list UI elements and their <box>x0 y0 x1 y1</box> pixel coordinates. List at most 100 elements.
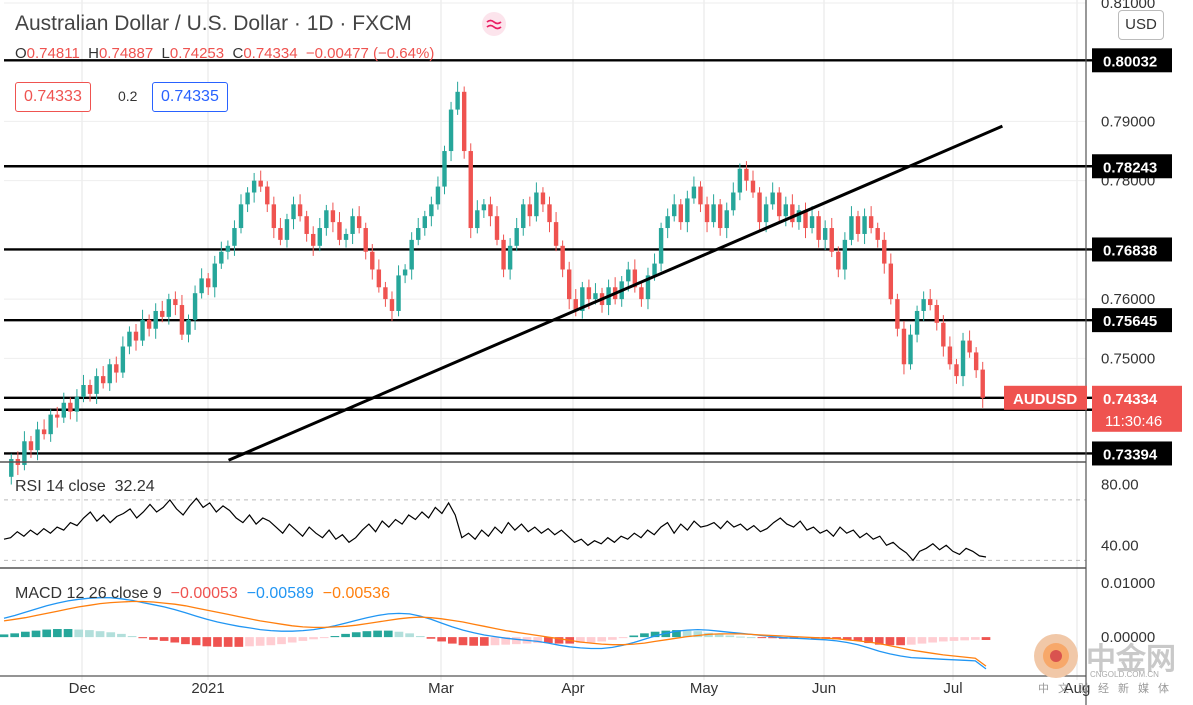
candle <box>448 109 454 152</box>
macd-histogram-bar <box>117 633 126 638</box>
candle <box>41 429 47 435</box>
rsi-legend: RSI 14 close 32.24 <box>15 478 155 495</box>
candle <box>28 441 34 451</box>
candle <box>639 287 644 300</box>
candle <box>416 228 421 240</box>
spread-value: 0.2 <box>118 88 138 104</box>
candle <box>317 228 322 246</box>
candle <box>967 340 972 353</box>
candle <box>973 352 979 371</box>
candle <box>461 91 467 152</box>
macd-histogram-bar <box>138 637 148 639</box>
macd-tick-label: 0.00000 <box>1101 629 1155 646</box>
candle <box>61 402 66 418</box>
macd-histogram-bar <box>533 637 543 644</box>
candle <box>790 204 795 223</box>
signal-line <box>3 600 987 667</box>
candle <box>94 376 99 394</box>
candle <box>724 210 729 229</box>
candle <box>796 210 802 223</box>
candle <box>882 239 887 264</box>
candle <box>809 216 815 229</box>
macd-histogram-bar <box>309 637 318 640</box>
candle <box>107 364 112 384</box>
trendline-segment <box>227 124 1003 462</box>
candle <box>475 210 480 229</box>
macd-histogram-bar <box>330 636 340 638</box>
price-tick-label: 0.76000 <box>1101 291 1155 308</box>
level-price-tag <box>1092 441 1172 466</box>
candle <box>947 346 953 365</box>
candle <box>665 216 670 229</box>
candle <box>389 299 395 311</box>
macd-histogram-bar <box>319 637 329 639</box>
candle <box>901 328 907 365</box>
macd-histogram-bar <box>629 635 639 638</box>
macd-histogram-bar <box>213 637 222 647</box>
macd-histogram-bar <box>800 637 809 639</box>
candle <box>258 180 263 187</box>
candle <box>337 222 342 240</box>
candle <box>908 334 913 365</box>
candle <box>48 414 53 435</box>
sell-button[interactable]: 0.74333 <box>15 82 91 112</box>
currency-button[interactable]: USD <box>1118 10 1164 40</box>
candle <box>238 204 244 229</box>
macd-histogram-bar <box>576 637 585 644</box>
macd-histogram-bar <box>0 634 9 638</box>
level-price-tag <box>1092 237 1172 262</box>
candle <box>396 275 401 311</box>
level-price-tag <box>1092 48 1172 73</box>
candle <box>297 204 303 217</box>
level-price-label: 0.78243 <box>1103 159 1157 176</box>
trendline[interactable] <box>227 124 1003 462</box>
macd-histogram-bar <box>266 637 276 646</box>
macd-histogram-bar <box>426 637 436 639</box>
buy-button[interactable]: 0.74335 <box>152 82 228 112</box>
macd-histogram-bar <box>63 629 73 638</box>
candle <box>173 299 178 306</box>
macd-histogram-bar <box>223 637 233 647</box>
candle <box>74 396 80 412</box>
candle <box>960 340 966 377</box>
candle <box>186 319 191 335</box>
candle <box>402 269 408 276</box>
indicator-toggle-icon[interactable] <box>480 11 508 37</box>
candle <box>212 263 217 288</box>
macd-histogram-bar <box>906 637 916 645</box>
macd-histogram-bar <box>949 637 959 641</box>
candle <box>376 269 382 288</box>
candle <box>22 441 27 465</box>
macd-histogram-bar <box>938 637 948 642</box>
candle <box>199 278 204 294</box>
candle <box>803 210 808 229</box>
candle <box>763 204 769 223</box>
macd-histogram-bar <box>159 637 169 641</box>
macd-histogram-bar <box>725 635 735 638</box>
macd-histogram-bar <box>640 633 649 638</box>
candle <box>488 204 493 217</box>
candle <box>205 278 211 288</box>
macd-histogram-bar <box>928 637 937 643</box>
candle <box>133 331 139 341</box>
candle <box>842 239 848 270</box>
macd-histogram-bar <box>341 633 350 638</box>
macd-histogram-bar <box>298 637 308 641</box>
current-price-label: 0.74334 <box>1103 391 1158 408</box>
macd-histogram-bar <box>608 637 617 640</box>
macd-histogram-bar <box>447 637 457 644</box>
price-tick-label: 0.75000 <box>1101 350 1155 367</box>
macd-histogram-bar <box>255 637 265 646</box>
candle <box>409 239 414 270</box>
candle <box>540 192 546 205</box>
macd-histogram-bar <box>970 637 980 640</box>
candle <box>645 275 651 300</box>
candle <box>114 364 119 373</box>
candle <box>711 204 716 223</box>
candle <box>593 293 598 300</box>
level-price-label: 0.80032 <box>1103 53 1157 70</box>
candle <box>219 251 224 264</box>
rsi-tick-label: 40.00 <box>1101 537 1139 554</box>
macd-line <box>3 597 987 670</box>
